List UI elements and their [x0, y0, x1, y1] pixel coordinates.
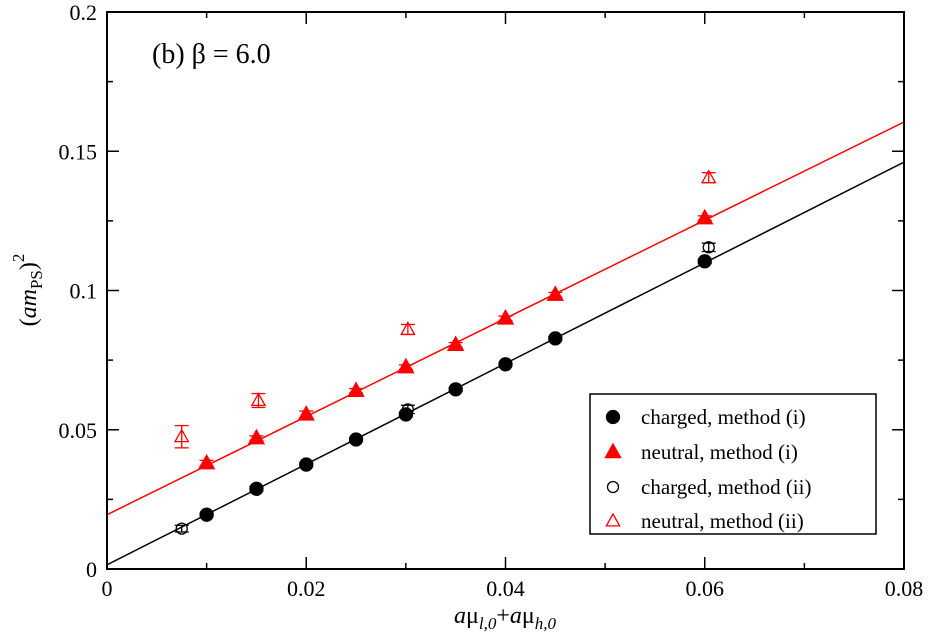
- point-open-triangle-2: [400, 321, 416, 336]
- open-circle-marker: [401, 403, 415, 416]
- legend-marker-filled-circle: [605, 409, 621, 425]
- point-filled-circle-6: [498, 357, 513, 372]
- point-filled-circle-1: [249, 481, 264, 496]
- x-tick-label: 0.06: [686, 576, 725, 601]
- filled-triangle-marker: [546, 285, 565, 301]
- point-filled-circle-5: [448, 382, 463, 397]
- filled-triangle-marker: [347, 381, 365, 398]
- point-filled-triangle-3: [347, 381, 365, 398]
- x-tick-label: 0: [102, 576, 113, 601]
- y-tick-labels: 0 0.05 0.1 0.15 0.2: [59, 0, 98, 582]
- point-open-triangle-1: [250, 392, 267, 409]
- legend-marker-open-triangle: [605, 512, 621, 527]
- legend-box: [589, 393, 877, 535]
- legend: charged, method (i) neutral, method (i) …: [589, 393, 877, 535]
- y-tick-label: 0: [86, 557, 97, 582]
- legend-label-charged-ii: charged, method (ii): [641, 475, 811, 499]
- point-open-triangle-3: [700, 169, 717, 184]
- x-axis-title: aμl,0+aμh,0: [454, 603, 557, 633]
- filled-triangle-marker: [397, 357, 415, 374]
- filled-triangle-marker: [496, 309, 515, 325]
- x-tick-label: 0.04: [486, 576, 525, 601]
- point-open-circle-2: [701, 241, 716, 254]
- open-triangle-marker: [173, 428, 190, 443]
- point-filled-circle-3: [348, 432, 364, 447]
- filled-circle-marker: [697, 254, 712, 269]
- filled-triangle-marker: [446, 335, 465, 352]
- filled-circle-marker: [299, 457, 314, 472]
- point-filled-triangle-2: [297, 405, 315, 421]
- y-tick-label: 0.05: [59, 418, 98, 443]
- filled-circle-marker: [498, 357, 513, 372]
- point-filled-triangle-4: [397, 357, 415, 374]
- point-filled-triangle-6: [496, 309, 515, 325]
- axis-ticks: [106, 11, 905, 570]
- point-filled-circle-0: [199, 507, 214, 522]
- filled-triangle-marker: [696, 208, 714, 225]
- x-tick-label: 0.02: [287, 576, 326, 601]
- point-filled-circle-7: [548, 331, 563, 346]
- open-triangle-marker: [700, 169, 717, 184]
- open-circle-marker: [175, 522, 188, 535]
- legend-markers: [604, 409, 622, 527]
- filled-triangle-marker: [247, 428, 266, 445]
- point-filled-circle-2: [299, 457, 314, 472]
- filled-circle-marker: [448, 382, 463, 397]
- point-filled-triangle-0: [197, 453, 216, 470]
- point-filled-triangle-1: [247, 428, 266, 445]
- point-filled-triangle-8: [696, 208, 714, 225]
- y-tick-label: 0.1: [70, 279, 98, 304]
- point-filled-triangle-5: [446, 335, 465, 352]
- point-open-circle-1: [400, 403, 415, 416]
- filled-circle-marker: [199, 507, 214, 522]
- point-open-triangle-0: [173, 424, 190, 449]
- open-triangle-marker: [400, 321, 416, 336]
- y-tick-label: 0.2: [70, 0, 98, 25]
- filled-circle-marker: [548, 331, 563, 346]
- x-tick-labels: 0 0.02 0.04 0.06 0.08: [102, 576, 924, 601]
- legend-marker-filled-triangle: [604, 442, 622, 459]
- data-points: [173, 169, 717, 535]
- legend-label-charged-i: charged, method (i): [641, 405, 806, 429]
- point-filled-triangle-7: [546, 285, 565, 301]
- legend-marker-open-circle: [606, 480, 620, 494]
- open-circle-marker: [702, 241, 715, 254]
- point-filled-circle-8: [697, 254, 712, 269]
- y-tick-label: 0.15: [59, 139, 98, 164]
- legend-label-neutral-i: neutral, method (i): [641, 440, 798, 464]
- x-tick-label: 0.08: [885, 576, 924, 601]
- filled-circle-marker: [249, 481, 264, 496]
- filled-triangle-marker: [297, 405, 315, 421]
- point-open-circle-0: [174, 522, 189, 535]
- filled-circle-marker: [348, 432, 364, 447]
- panel-annotation: (b) β = 6.0: [152, 39, 271, 70]
- y-axis-title: (amPS)2: [9, 254, 46, 327]
- open-triangle-marker: [250, 392, 267, 407]
- legend-label-neutral-ii: neutral, method (ii): [641, 509, 804, 533]
- filled-triangle-marker: [197, 453, 216, 470]
